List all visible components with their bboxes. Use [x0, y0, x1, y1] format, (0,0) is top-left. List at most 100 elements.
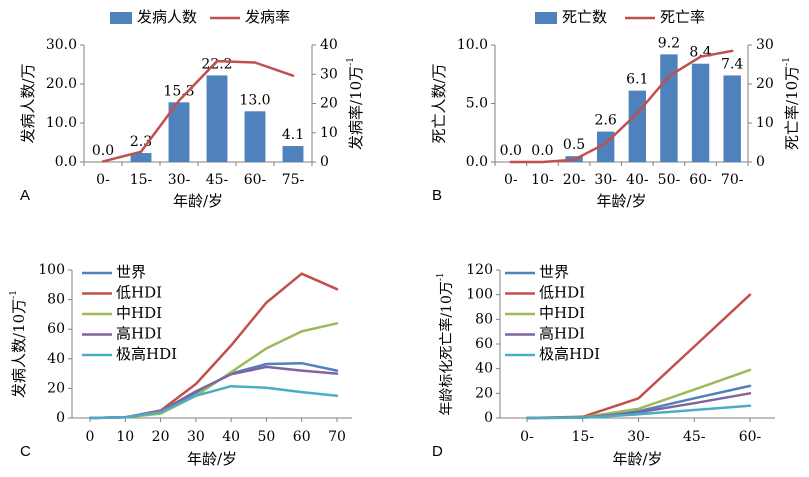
x-tick-label: 15-	[571, 429, 594, 445]
bar	[723, 75, 741, 162]
y-axis-title: 年龄标化死亡率/10万-1	[436, 272, 456, 415]
y-tick-label: 80	[475, 311, 493, 327]
x-tick-label: 30-	[594, 172, 617, 188]
panel-label: A	[20, 187, 30, 204]
y-tick-label: 40	[475, 361, 493, 377]
x-tick-label: 75-	[282, 172, 305, 188]
legend-label: 世界	[539, 263, 569, 281]
right-y-tick-label: 30	[756, 37, 774, 53]
legend-label: 中HDI	[539, 304, 585, 322]
legend-label: 世界	[116, 263, 146, 281]
legend-bar-swatch	[535, 12, 557, 24]
bar-value-label: 0.0	[92, 143, 114, 159]
x-axis-title: 年龄/岁	[596, 192, 646, 210]
x-tick-label: 40	[222, 429, 240, 445]
x-tick-label: 60-	[244, 172, 267, 188]
series-line	[88, 384, 339, 420]
right-y-tick-label: 0	[756, 154, 765, 170]
bar-value-label: 6.1	[626, 72, 648, 88]
x-tick-label: 60	[293, 429, 311, 445]
left-y-tick-label: 30.0	[46, 37, 77, 53]
x-tick-label: 20-	[563, 172, 586, 188]
x-tick-label: 70-	[721, 172, 744, 188]
legend-label: 高HDI	[116, 325, 162, 343]
bar	[691, 63, 710, 162]
panel-label: C	[20, 443, 31, 460]
left-y-tick-label: 0.0	[466, 154, 488, 170]
legend-label: 中HDI	[116, 304, 162, 322]
right-y-tick-label: 20	[320, 96, 338, 112]
right-y-tick-label: 10	[756, 115, 774, 131]
bar	[628, 90, 647, 162]
y-tick-label: 120	[466, 262, 493, 278]
bar-value-label: 0.0	[500, 143, 522, 159]
y-tick-label: 0	[484, 410, 493, 426]
x-tick-label: 0-	[520, 429, 534, 445]
bar-value-label: 8.4	[689, 45, 711, 61]
y-axis-title: 发病人数/10万-1	[9, 290, 29, 398]
right-y-axis-title-group: 死亡率/10万-1	[782, 57, 802, 150]
left-y-tick-label: 10.0	[46, 115, 77, 131]
panel-label: B	[432, 187, 442, 204]
y-tick-label: 100	[466, 287, 493, 303]
bar-value-label: 13.0	[239, 92, 270, 108]
rate-line	[101, 59, 295, 163]
bar	[244, 111, 266, 162]
y-tick-label: 80	[47, 292, 65, 308]
legend-bar-swatch	[110, 12, 132, 24]
legend-label: 低HDI	[116, 284, 162, 302]
x-tick-label: 30	[187, 429, 205, 445]
right-y-tick-label: 30	[320, 66, 338, 82]
y-tick-label: 40	[47, 351, 65, 367]
left-y-tick-label: 0.0	[55, 154, 77, 170]
legend-label: 高HDI	[539, 325, 585, 343]
legend-label: 极高HDI	[539, 345, 600, 363]
bar	[130, 153, 152, 162]
right-y-axis-title: 死亡率/10万-1	[782, 57, 802, 150]
x-tick-label: 60-	[739, 429, 762, 445]
x-tick-label: 15-	[130, 172, 153, 188]
bar-value-label: 7.4	[721, 56, 743, 72]
bar-value-label: 15.3	[163, 83, 194, 99]
bar	[282, 146, 304, 162]
bar-value-label: 2.6	[595, 113, 617, 129]
bar	[168, 102, 190, 162]
left-y-axis-title-group: 发病人数/万	[19, 63, 37, 143]
x-tick-label: 20	[152, 429, 170, 445]
legend-bar-label: 死亡数	[562, 8, 607, 26]
bar	[206, 75, 228, 162]
x-tick-label: 45-	[683, 429, 706, 445]
x-tick-label: 50	[258, 429, 276, 445]
x-axis-title: 年龄/岁	[173, 192, 223, 210]
y-tick-label: 60	[47, 321, 65, 337]
right-y-tick-label: 40	[320, 37, 338, 53]
y-tick-label: 100	[38, 262, 65, 278]
x-tick-label: 10-	[531, 172, 554, 188]
x-axis-title: 年龄/岁	[612, 450, 662, 468]
x-tick-label: 40-	[626, 172, 649, 188]
y-tick-label: 20	[475, 385, 493, 401]
left-y-axis-title: 死亡人数/万	[430, 63, 448, 143]
x-tick-label: 50-	[658, 172, 681, 188]
legend-bar-label: 发病人数	[137, 8, 197, 26]
bar-value-label: 4.1	[282, 127, 304, 143]
right-y-axis-title-group: 发病率/10万-1	[346, 57, 366, 150]
bar-value-label: 0.0	[531, 143, 553, 159]
x-tick-label: 70	[328, 429, 346, 445]
x-tick-label: 10	[116, 429, 134, 445]
legend-label: 极高HDI	[116, 345, 177, 363]
x-axis-title: 年龄/岁	[187, 450, 237, 468]
left-y-axis-title-group: 死亡人数/万	[430, 63, 448, 143]
y-axis-title-group: 发病人数/10万-1	[9, 290, 29, 398]
right-y-tick-label: 10	[320, 125, 338, 141]
legend-line-label: 发病率	[245, 8, 290, 26]
bar-value-label: 0.5	[563, 137, 585, 153]
left-y-tick-label: 10.0	[457, 37, 488, 53]
y-tick-label: 60	[475, 336, 493, 352]
right-y-tick-label: 20	[756, 76, 774, 92]
left-y-tick-label: 20.0	[46, 76, 77, 92]
x-tick-label: 30-	[627, 429, 650, 445]
panel-label: D	[432, 443, 443, 460]
right-y-tick-label: 0	[320, 154, 329, 170]
